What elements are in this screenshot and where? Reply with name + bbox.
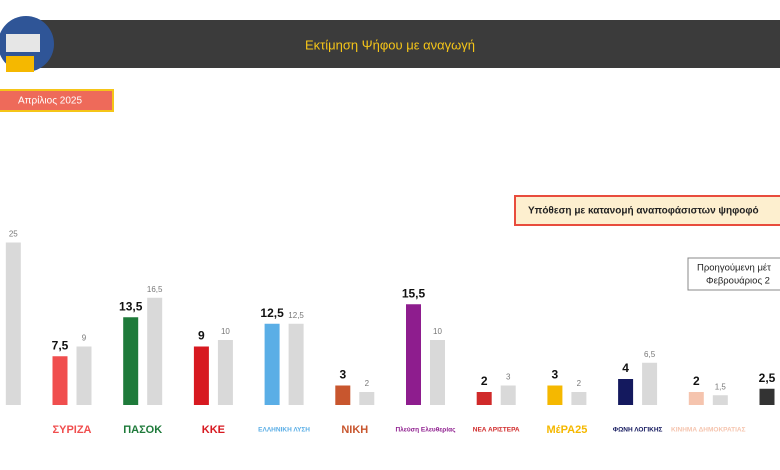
value-label: 6,5 xyxy=(644,350,656,359)
header-bar xyxy=(40,20,780,68)
value-label: 3 xyxy=(552,368,559,382)
bar xyxy=(547,385,563,405)
value-label: 2,5 xyxy=(759,371,776,385)
value-label: 16,5 xyxy=(147,285,163,294)
bar xyxy=(288,323,304,405)
logo-box xyxy=(6,56,34,72)
bar xyxy=(406,304,421,405)
party-label: Πλεύση Ελευθερίας xyxy=(395,426,456,434)
party-label: ΝΕΑ ΑΡΙΣΤΕΡΑ xyxy=(473,427,520,434)
bar xyxy=(193,346,209,405)
value-label: 15,5 xyxy=(402,286,426,300)
value-label: 2 xyxy=(577,379,582,388)
bar xyxy=(52,356,68,405)
value-label: 9 xyxy=(198,329,205,343)
party-label: ΕΛΛΗΝΙΚΗ ΛΥΣΗ xyxy=(258,427,310,434)
note-box xyxy=(514,195,780,226)
legend-text: Φεβρουάριος 2 xyxy=(706,276,770,287)
value-label: 2 xyxy=(693,374,700,388)
bar xyxy=(712,395,728,405)
value-label: 4 xyxy=(622,361,629,375)
bar xyxy=(430,340,445,405)
value-label: 12,5 xyxy=(288,311,304,320)
legend-box xyxy=(687,257,780,291)
bar xyxy=(642,362,658,405)
value-label: 10 xyxy=(433,327,442,336)
bar xyxy=(359,392,375,405)
bar xyxy=(335,385,351,405)
bar xyxy=(500,385,516,405)
party-label: ΝΙΚΗ xyxy=(341,424,368,436)
bar xyxy=(147,297,163,405)
value-label: 9 xyxy=(82,334,87,343)
value-label: 13,5 xyxy=(119,299,143,313)
bar xyxy=(123,317,139,405)
value-label: 1,5 xyxy=(715,382,727,391)
value-label: 10 xyxy=(221,327,230,336)
party-label: ΠΑΣΟΚ xyxy=(123,424,162,436)
value-label: 3 xyxy=(506,373,511,382)
party-label: ΚΚΕ xyxy=(202,424,225,436)
bar xyxy=(476,392,492,405)
value-label: 7,5 xyxy=(52,338,69,352)
party-label: ΦΩΝΗ ΛΟΓΙΚΗΣ xyxy=(613,427,663,434)
party-label: ΚΙΝΗΜΑ ΔΗΜΟΚΡΑΤΙΑΣ xyxy=(671,427,746,434)
party-label: ΣΥΡΙΖΑ xyxy=(53,424,92,436)
value-label: 25 xyxy=(9,230,18,239)
subtitle: Απρίλιος 2025 xyxy=(18,95,83,107)
date-box xyxy=(0,89,114,112)
bar xyxy=(759,388,775,405)
bar xyxy=(571,392,587,405)
value-label: 2 xyxy=(481,374,488,388)
note: Υπόθεση με κατανομή αναποφάσιστων ψηφοφό xyxy=(528,206,759,217)
bar xyxy=(5,242,21,405)
logo-icon xyxy=(6,34,40,52)
legend-text: Προηγούμενη μέτ xyxy=(697,263,771,274)
value-label: 12,5 xyxy=(260,306,284,320)
bar xyxy=(688,392,704,405)
bar xyxy=(264,323,280,405)
bar xyxy=(76,346,92,405)
value-label: 2 xyxy=(365,379,370,388)
chart-title: Εκτίμηση Ψήφου με αναγωγή xyxy=(305,37,475,52)
party-label: ΜέΡΑ25 xyxy=(546,424,587,436)
value-label: 3 xyxy=(339,368,346,382)
bar xyxy=(618,379,634,405)
bar xyxy=(217,340,233,405)
